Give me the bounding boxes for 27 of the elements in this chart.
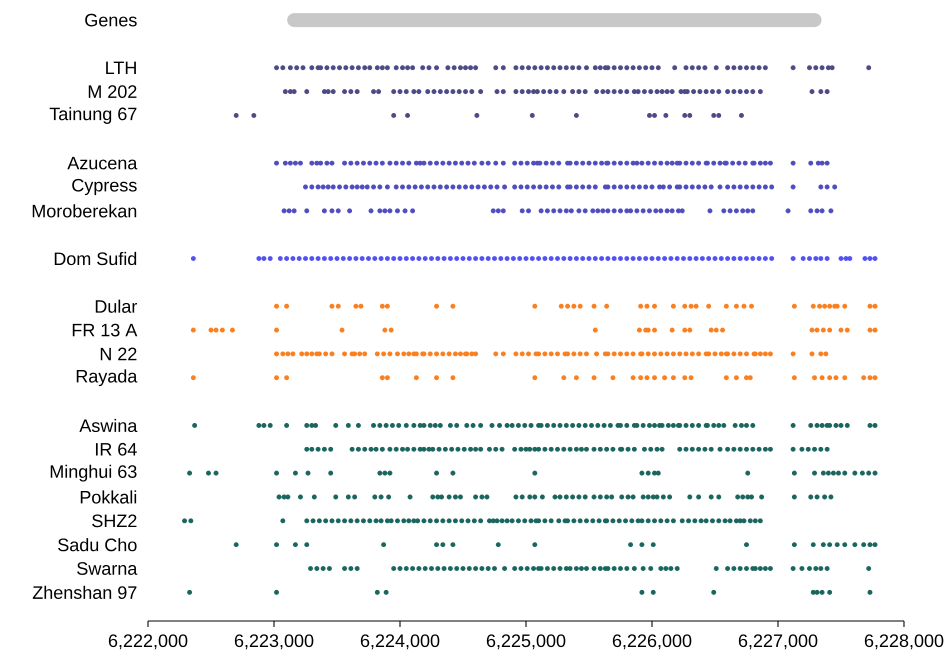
y-tick-label: Rayada	[76, 369, 138, 386]
x-tick-label: 6,225,000	[486, 634, 566, 650]
y-tick-label: Swarna	[77, 562, 138, 575]
y-tick-label: Dom Sufid	[54, 252, 136, 266]
y-tick-label: Dular	[96, 300, 138, 313]
x-tick-label: 6,223,000	[234, 634, 314, 650]
y-tick-label: Tainung 67	[50, 107, 136, 124]
y-tick-label: LTH	[106, 62, 136, 74]
x-tick-label: 6,227,000	[738, 634, 818, 650]
y-tick-label: FR 13 A	[72, 324, 138, 336]
y-tick-label: Genes	[85, 14, 137, 26]
x-tick-label: 6,226,000	[612, 634, 692, 650]
y-tick-label: SHZ2	[92, 514, 136, 528]
y-tick-label: Azucena	[67, 156, 138, 170]
x-tick-label: 6,228,000	[864, 634, 944, 650]
y-tick-label: Zhenshan 97	[32, 586, 136, 599]
y-tick-label: IR 64	[96, 442, 137, 456]
y-tick-label: M 202	[88, 85, 136, 98]
y-tick-label: Minghui 63	[50, 464, 137, 482]
x-tick-label: 6,222,000	[108, 634, 188, 650]
y-tick-label: N 22	[100, 348, 136, 360]
x-tick-label: 6,224,000	[360, 634, 440, 650]
y-tick-label: Sadu Cho	[58, 538, 137, 552]
y-tick-label: Cypress	[72, 178, 137, 196]
y-tick-label: Pokkali	[80, 490, 136, 504]
y-tick-label: Moroberekan	[32, 204, 136, 218]
y-tick-label: Aswina	[79, 418, 138, 432]
